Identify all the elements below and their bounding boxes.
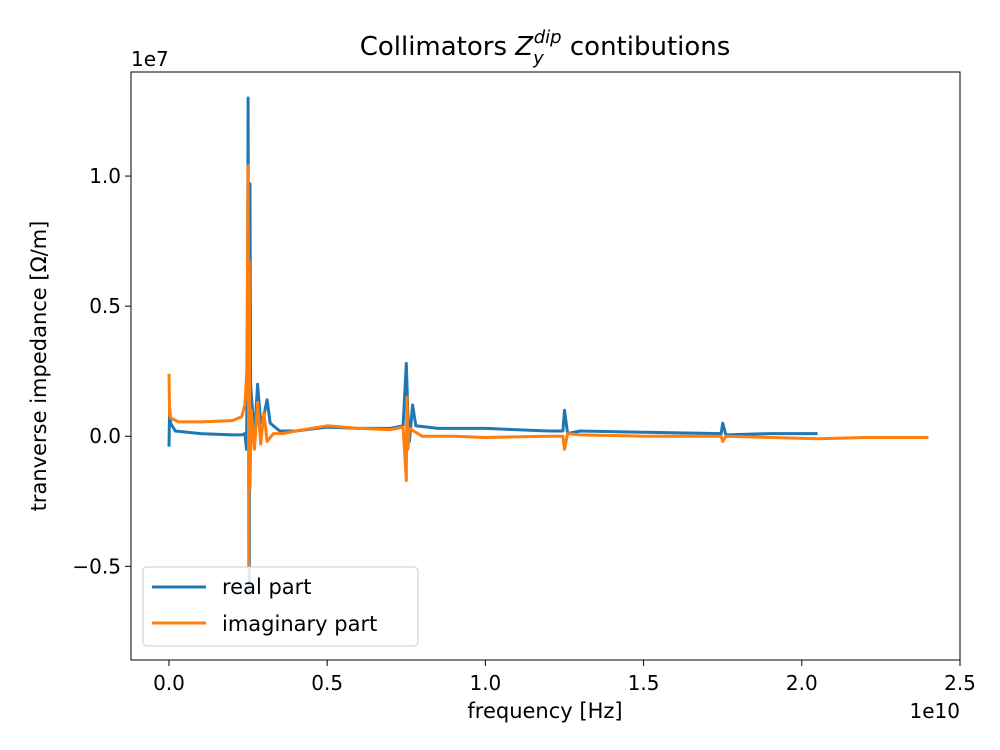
x-tick-label: 1.0 (469, 671, 501, 695)
series-line-real (167, 96, 818, 594)
legend-box (142, 566, 419, 647)
series-line-imaginary (167, 164, 929, 568)
legend-label-imaginary: imaginary part (222, 612, 377, 636)
chart-title-symbol: Z (514, 32, 534, 62)
chart-title-superscript: dip (534, 27, 562, 48)
series-layer (167, 96, 929, 594)
chart-title: Collimators Zydip contibutions (360, 27, 731, 69)
x-tick-label: 2.5 (944, 671, 976, 695)
chart-title-prefix: Collimators (360, 32, 516, 62)
y-offset-label: 1e7 (131, 47, 169, 71)
y-tick-label: −0.5 (72, 554, 121, 578)
x-offset-label: 1e10 (910, 699, 960, 723)
y-tick-label: 0.5 (89, 294, 121, 318)
legend: real part imaginary part (142, 566, 419, 647)
chart-title-subscript: y (532, 48, 544, 69)
x-axis-label: frequency [Hz] (467, 699, 622, 723)
x-axis-ticks: 0.0 0.5 1.0 1.5 2.0 2.5 (153, 660, 976, 695)
plot-frame (130, 71, 961, 661)
chart-title-suffix: contibutions (562, 32, 731, 62)
y-tick-label: 0.0 (89, 424, 121, 448)
x-tick-label: 0.5 (311, 671, 343, 695)
x-tick-label: 0.0 (153, 671, 185, 695)
x-tick-label: 1.5 (628, 671, 660, 695)
y-tick-label: 1.0 (89, 164, 121, 188)
x-tick-label: 2.0 (786, 671, 818, 695)
y-axis-label: tranverse impedance [Ω/m] (27, 221, 51, 512)
y-axis-ticks: −0.5 0.0 0.5 1.0 (72, 164, 131, 578)
legend-label-real: real part (222, 575, 312, 599)
